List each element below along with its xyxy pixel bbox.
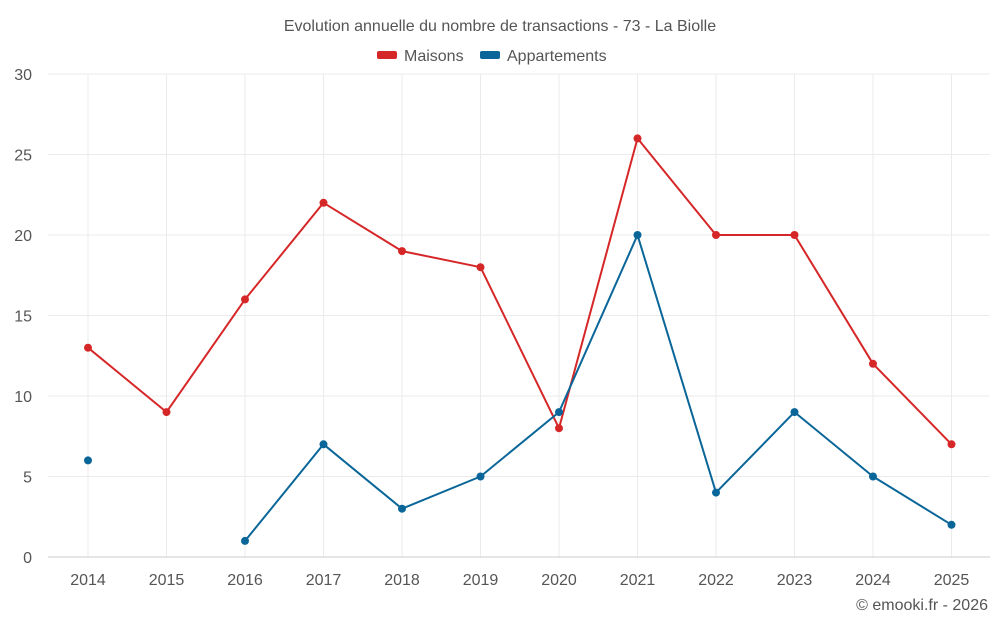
data-point-maisons-2023[interactable] (790, 231, 799, 239)
data-point-maisons-2017[interactable] (319, 198, 328, 207)
series-maisons (84, 134, 956, 449)
data-point-appartements-2016[interactable] (241, 536, 249, 545)
series-line-appartements-1 (244, 234, 953, 542)
data-point-maisons-2020[interactable] (555, 424, 563, 433)
x-tick-label-2024: 2024 (855, 572, 891, 589)
data-point-maisons-2015[interactable] (162, 408, 171, 417)
legend-swatch-appartements (480, 51, 500, 59)
data-point-maisons-2021[interactable] (633, 134, 642, 143)
x-tick-label-2020: 2020 (541, 572, 577, 589)
y-tick-label-15: 15 (14, 309, 32, 326)
chart-title: Evolution annuelle du nombre de transact… (284, 18, 716, 35)
y-tick-label-10: 10 (14, 389, 32, 406)
credit-text: © emooki.fr - 2026 (856, 597, 988, 614)
y-tick-label-30: 30 (14, 67, 32, 84)
data-point-appartements-2025[interactable] (947, 520, 956, 529)
data-point-maisons-2014[interactable] (84, 343, 92, 352)
data-point-appartements-2024[interactable] (869, 472, 877, 481)
x-tick-label-2018: 2018 (384, 572, 420, 589)
data-point-appartements-2014[interactable] (84, 456, 92, 465)
data-point-appartements-2019[interactable] (476, 472, 485, 481)
legend: Maisons Appartements (377, 48, 607, 65)
x-tick-label-2016: 2016 (227, 572, 263, 589)
grid (48, 73, 990, 557)
series-appartements (84, 231, 956, 545)
legend-label-appartements: Appartements (507, 48, 607, 65)
x-tick-label-2014: 2014 (70, 572, 106, 589)
x-tick-label-2015: 2015 (149, 572, 185, 589)
x-tick-label-2019: 2019 (463, 572, 499, 589)
data-point-appartements-2020[interactable] (555, 408, 563, 417)
data-point-appartements-2023[interactable] (790, 408, 799, 417)
legend-swatch-maisons (377, 51, 397, 59)
y-tick-label-5: 5 (23, 470, 32, 487)
legend-item-maisons[interactable]: Maisons (377, 48, 464, 65)
data-point-appartements-2018[interactable] (398, 504, 406, 513)
data-point-appartements-2022[interactable] (712, 488, 720, 497)
data-point-maisons-2016[interactable] (241, 295, 249, 304)
data-point-appartements-2021[interactable] (633, 231, 642, 239)
data-point-appartements-2017[interactable] (319, 440, 328, 449)
y-tick-label-0: 0 (23, 550, 32, 567)
series-line-maisons (87, 137, 953, 445)
data-point-maisons-2022[interactable] (712, 231, 720, 239)
data-point-maisons-2018[interactable] (398, 247, 406, 256)
y-tick-label-20: 20 (14, 228, 32, 245)
data-point-maisons-2019[interactable] (476, 263, 485, 272)
legend-label-maisons: Maisons (404, 48, 464, 65)
x-tick-label-2025: 2025 (934, 572, 970, 589)
x-tick-label-2022: 2022 (698, 572, 734, 589)
x-tick-label-2023: 2023 (777, 572, 813, 589)
x-tick-label-2021: 2021 (620, 572, 656, 589)
x-tick-label-2017: 2017 (306, 572, 342, 589)
data-point-maisons-2025[interactable] (947, 440, 956, 449)
legend-item-appartements[interactable]: Appartements (480, 48, 607, 65)
y-tick-label-25: 25 (14, 148, 32, 165)
data-point-maisons-2024[interactable] (869, 359, 877, 368)
series-layer (84, 134, 956, 545)
